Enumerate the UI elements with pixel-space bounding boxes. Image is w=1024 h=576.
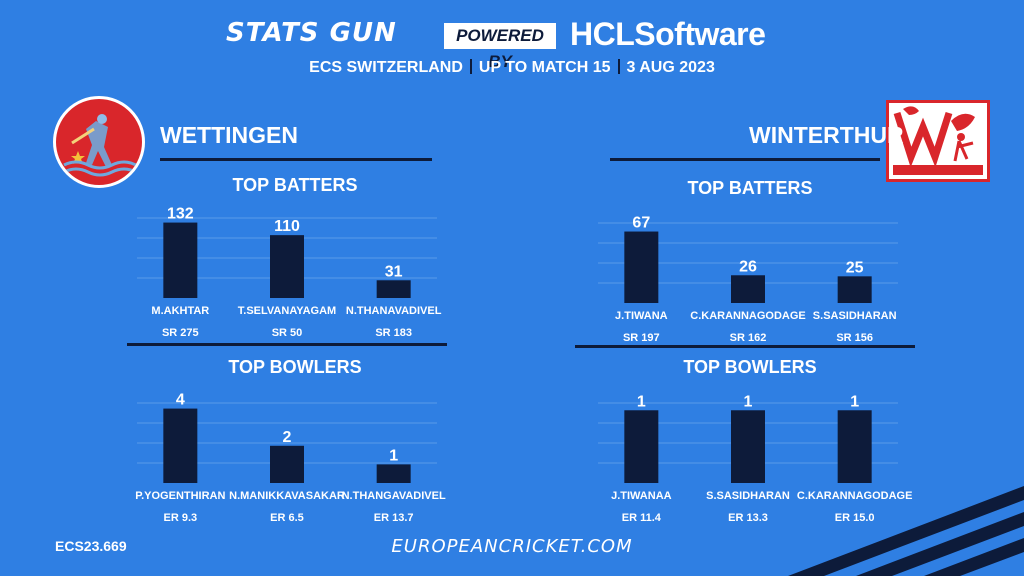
rate-label: ER 13.7 <box>374 512 414 524</box>
rate-label: ER 11.4 <box>622 512 662 524</box>
chart-winterthur-batters: 67 J.TIWANA SR 197 26 C.KARANNAGODAGE SR 162 2… <box>588 205 908 345</box>
bar <box>377 464 411 483</box>
section-title-top-batters: TOP BATTERS <box>145 175 445 196</box>
data-label: 26 <box>739 258 757 275</box>
match-range: UP TO MATCH 15 <box>479 59 611 76</box>
date: 3 AUG 2023 <box>627 59 715 76</box>
bar <box>838 410 872 483</box>
category-label: N.THANAVADIVEL <box>346 305 442 317</box>
category-label: N.MANIKKAVASAKAR <box>229 490 345 502</box>
rate-label: SR 183 <box>375 327 412 339</box>
bar <box>270 446 304 483</box>
data-label: 1 <box>389 447 398 464</box>
category-label: T.SELVANAYAGAM <box>238 305 336 317</box>
separator <box>470 59 472 74</box>
divider <box>575 345 915 348</box>
data-label: 132 <box>167 206 194 223</box>
rate-label: SR 156 <box>836 332 873 344</box>
cricket-club-wettingen-logo-icon <box>53 96 145 188</box>
category-label: C.KARANNAGODAGE <box>690 310 806 322</box>
data-label: 1 <box>850 393 859 410</box>
bar <box>163 223 197 298</box>
decorative-stripes <box>784 486 1024 576</box>
rate-label: ER 6.5 <box>270 512 304 524</box>
bar <box>838 276 872 303</box>
team-name-right: WINTERTHUR <box>749 122 904 149</box>
rate-label: SR 50 <box>272 327 303 339</box>
rate-label: ER 9.3 <box>164 512 198 524</box>
divider <box>610 158 880 161</box>
section-title-top-batters: TOP BATTERS <box>600 178 900 199</box>
section-title-top-bowlers: TOP BOWLERS <box>600 357 900 378</box>
rate-label: SR 197 <box>623 332 660 344</box>
data-label: 31 <box>385 263 403 280</box>
data-label: 2 <box>283 429 292 446</box>
category-label: P.YOGENTHIRAN <box>135 490 225 502</box>
data-label: 110 <box>274 218 300 235</box>
competition-name: ECS SWITZERLAND <box>309 59 463 76</box>
bar <box>377 280 411 298</box>
subtitle: ECS SWITZERLAND UP TO MATCH 15 3 AUG 2023 <box>0 59 1024 77</box>
rate-label: SR 162 <box>730 332 767 344</box>
bar-chart: 4 P.YOGENTHIRAN ER 9.3 2 N.MANIKKAVASAKAR ER … <box>127 385 447 525</box>
divider <box>160 158 432 161</box>
team-name-left: WETTINGEN <box>160 122 298 149</box>
separator <box>618 59 620 74</box>
bar <box>163 409 197 483</box>
category-label: M.AKHTAR <box>151 305 209 317</box>
data-label: 1 <box>637 393 646 410</box>
category-label: J.TIWANA <box>615 310 668 322</box>
data-label: 4 <box>176 392 185 409</box>
bar-chart: 132 M.AKHTAR SR 275 110 T.SELVANAYAGAM SR 50 3… <box>127 200 447 340</box>
chart-wettingen-bowlers: 4 P.YOGENTHIRAN ER 9.3 2 N.MANIKKAVASAKAR ER … <box>127 385 447 525</box>
bar-chart: 67 J.TIWANA SR 197 26 C.KARANNAGODAGE SR 162 2… <box>588 205 908 345</box>
rate-label: SR 275 <box>162 327 199 339</box>
category-label: S.SASIDHARAN <box>706 490 790 502</box>
stats-gun-brand: STATS GUN <box>226 18 397 48</box>
header: STATS GUN POWERED BY HCLSoftware <box>0 14 1024 54</box>
data-label: 25 <box>846 259 864 276</box>
bar <box>731 410 765 483</box>
category-label: S.SASIDHARAN <box>813 310 897 322</box>
rate-label: ER 13.3 <box>728 512 768 524</box>
chart-wettingen-batters: 132 M.AKHTAR SR 275 110 T.SELVANAYAGAM SR 50 3… <box>127 200 447 340</box>
category-label: N.THANGAVADIVEL <box>342 490 446 502</box>
data-label: 67 <box>632 215 650 232</box>
bar <box>624 232 658 303</box>
data-label: 1 <box>744 393 753 410</box>
hclsoftware-brand: HCLSoftware <box>570 16 765 53</box>
divider <box>127 343 447 346</box>
category-label: J.TIWANAA <box>611 490 672 502</box>
bar <box>731 275 765 303</box>
powered-by-badge: POWERED BY <box>444 23 556 49</box>
bar <box>270 235 304 298</box>
section-title-top-bowlers: TOP BOWLERS <box>145 357 445 378</box>
bar <box>624 410 658 483</box>
